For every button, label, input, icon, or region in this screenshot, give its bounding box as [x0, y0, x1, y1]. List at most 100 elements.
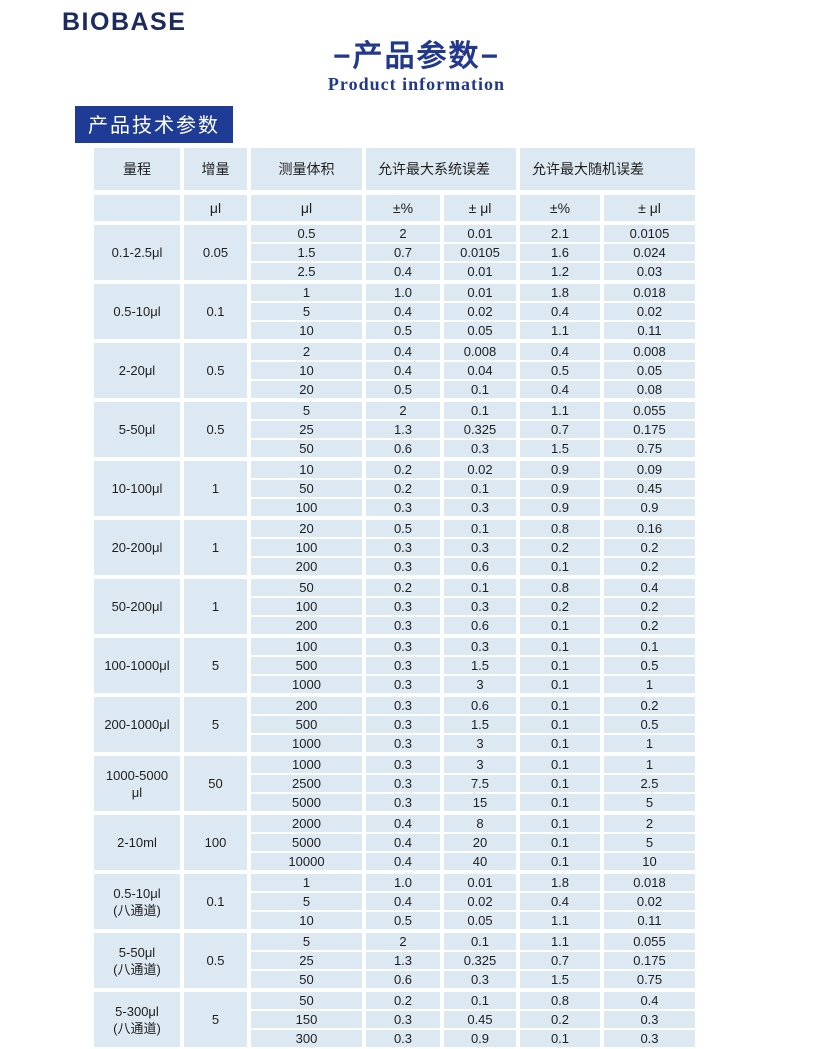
sys-error-percent-cell: 0.3 [362, 734, 444, 755]
sys-error-percent-cell: 0.4 [362, 811, 444, 834]
table-row: 100 0.3 0.3 0.2 0.2 [92, 538, 699, 558]
table-row: 0.5-10μl (八通道) 0.1 1 1.0 0.01 1.8 0.018 [90, 870, 699, 932]
rand-error-ul-cell: 0.03 [600, 262, 699, 283]
increment-cell: 0.5 [180, 929, 251, 991]
increment-cell: 0.1 [180, 870, 251, 932]
volume-cell: 1 [247, 870, 366, 893]
rand-error-percent-cell: 2.1 [516, 221, 604, 244]
rand-error-ul-cell: 10 [600, 852, 699, 873]
increment-cell: 1 [180, 457, 251, 519]
rand-error-ul-cell: 0.4 [600, 988, 699, 1011]
volume-cell: 100 [247, 597, 366, 617]
volume-cell: 10 [247, 911, 366, 932]
col-header-range: 量程 [90, 148, 184, 195]
range-cell: 200-1000μl [90, 693, 184, 755]
sys-error-ul-cell: 0.6 [440, 693, 520, 716]
sys-error-ul-cell: 40 [440, 852, 520, 873]
sys-error-ul-cell: 0.04 [440, 361, 520, 381]
rand-error-ul-cell: 5 [600, 833, 699, 853]
volume-cell: 100 [247, 538, 366, 558]
table-row: 5 0.4 0.02 0.4 0.02 [92, 892, 699, 912]
sys-error-ul-cell: 0.3 [440, 970, 520, 991]
sys-error-ul-cell: 0.3 [440, 439, 520, 460]
rand-error-ul-cell: 0.3 [600, 1010, 699, 1030]
range-cell: 0.5-10μl [90, 280, 184, 342]
rand-error-percent-cell: 0.1 [516, 715, 604, 735]
rand-error-ul-cell: 0.055 [600, 929, 699, 952]
rand-error-ul-cell: 0.1 [600, 634, 699, 657]
rand-error-ul-cell: 0.11 [600, 321, 699, 342]
volume-cell: 500 [247, 715, 366, 735]
sys-error-percent-cell: 0.2 [362, 479, 444, 499]
sys-error-percent-cell: 1.3 [362, 951, 444, 971]
rand-error-percent-cell: 0.7 [516, 951, 604, 971]
sys-error-percent-cell: 0.3 [362, 656, 444, 676]
range-cell: 0.1-2.5μl [90, 221, 184, 283]
sys-error-percent-cell: 2 [362, 929, 444, 952]
col-header-systematic-error: 允许最大系统误差 [362, 148, 520, 195]
range-cell: 0.5-10μl (八通道) [90, 870, 184, 932]
table-row: 1000-5000 μl 50 1000 0.3 3 0.1 1 [90, 752, 699, 814]
rand-error-percent-cell: 0.1 [516, 852, 604, 873]
sys-error-percent-cell: 1.3 [362, 420, 444, 440]
sys-error-percent-cell: 1.0 [362, 870, 444, 893]
spec-table: 量程 增量 测量体积 允许最大系统误差 允许最大随机误差 μl μl ±% ± … [90, 148, 699, 1049]
sys-error-ul-cell: 0.01 [440, 262, 520, 283]
rand-error-ul-cell: 0.02 [600, 892, 699, 912]
rand-error-ul-cell: 0.175 [600, 420, 699, 440]
spec-table-body: 0.1-2.5μl 0.05 0.5 2 0.01 2.1 0.0105 1.5 0.7 0.01… [90, 221, 699, 1049]
increment-cell: 5 [180, 988, 251, 1049]
table-row: 5-300μl (八通道) 5 50 0.2 0.1 0.8 0.4 [90, 988, 699, 1049]
rand-error-percent-cell: 0.1 [516, 1029, 604, 1049]
sys-error-ul-cell: 0.01 [440, 280, 520, 303]
volume-cell: 20 [247, 516, 366, 539]
sys-error-percent-cell: 0.3 [362, 675, 444, 696]
rand-error-ul-cell: 1 [600, 752, 699, 775]
volume-cell: 50 [247, 988, 366, 1011]
rand-error-ul-cell: 2 [600, 811, 699, 834]
rand-error-percent-cell: 0.2 [516, 1010, 604, 1030]
rand-error-ul-cell: 0.2 [600, 616, 699, 637]
sys-error-ul-cell: 0.01 [440, 870, 520, 893]
rand-error-ul-cell: 0.45 [600, 479, 699, 499]
table-row: 100 0.3 0.3 0.9 0.9 [92, 498, 699, 519]
rand-error-ul-cell: 1 [600, 675, 699, 696]
sys-error-percent-cell: 0.3 [362, 693, 444, 716]
increment-cell: 100 [180, 811, 251, 873]
rand-error-ul-cell: 0.75 [600, 439, 699, 460]
sys-error-ul-cell: 0.05 [440, 911, 520, 932]
sys-error-percent-cell: 0.3 [362, 774, 444, 794]
sys-error-percent-cell: 0.4 [362, 339, 444, 362]
rand-error-percent-cell: 0.1 [516, 557, 604, 578]
volume-cell: 100 [247, 498, 366, 519]
table-row: 1.5 0.7 0.0105 1.6 0.024 [92, 243, 699, 263]
volume-cell: 5000 [247, 833, 366, 853]
sys-error-ul-cell: 0.02 [440, 892, 520, 912]
sys-error-percent-cell: 0.3 [362, 793, 444, 814]
unit-cell-sys-ul: ± μl [440, 192, 520, 225]
volume-cell: 5 [247, 929, 366, 952]
rand-error-percent-cell: 1.8 [516, 870, 604, 893]
sys-error-ul-cell: 0.1 [440, 575, 520, 598]
range-cell: 5-300μl (八通道) [90, 988, 184, 1049]
sys-error-ul-cell: 0.01 [440, 221, 520, 244]
rand-error-percent-cell: 0.2 [516, 538, 604, 558]
volume-cell: 200 [247, 557, 366, 578]
table-row: 500 0.3 1.5 0.1 0.5 [92, 656, 699, 676]
sys-error-percent-cell: 0.6 [362, 439, 444, 460]
page-subtitle: Product information [327, 74, 506, 94]
sys-error-ul-cell: 0.3 [440, 538, 520, 558]
sys-error-ul-cell: 0.3 [440, 597, 520, 617]
rand-error-percent-cell: 0.1 [516, 656, 604, 676]
volume-cell: 10 [247, 457, 366, 480]
table-row: 50-200μl 1 50 0.2 0.1 0.8 0.4 [90, 575, 699, 637]
rand-error-percent-cell: 0.7 [516, 420, 604, 440]
increment-cell: 5 [180, 693, 251, 755]
table-row: 5000 0.3 15 0.1 5 [92, 793, 699, 814]
unit-cell-rand-percent: ±% [516, 192, 604, 225]
rand-error-percent-cell: 1.5 [516, 970, 604, 991]
sys-error-ul-cell: 0.0105 [440, 243, 520, 263]
increment-cell: 0.5 [180, 398, 251, 460]
col-header-volume: 测量体积 [247, 148, 366, 195]
table-row: 10 0.4 0.04 0.5 0.05 [92, 361, 699, 381]
